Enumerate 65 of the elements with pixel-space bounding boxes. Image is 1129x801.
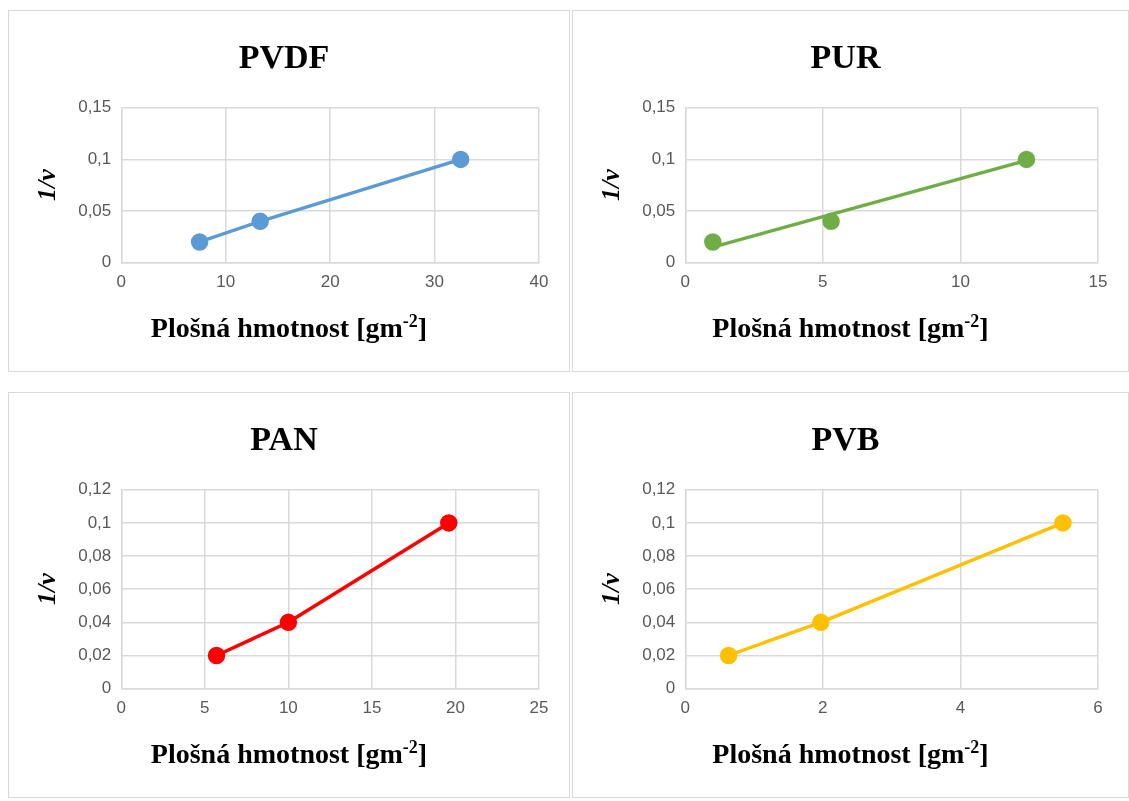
x-tick-label: 20 [320,272,340,292]
x-tick-label: 6 [1093,698,1103,718]
y-tick-label: 0,04 [642,612,676,632]
y-axis-title: 1/v [32,572,62,606]
y-tick-label: 0 [101,678,112,698]
x-tick-label: 30 [425,272,445,292]
y-tick-label: 0 [665,252,676,272]
y-tick-label: 0 [101,252,112,272]
y-tick-label: 0,15 [642,97,676,117]
x-tick-label: 0 [680,698,691,718]
point [822,212,840,231]
x-tick-label: 5 [818,272,828,292]
x-tick-label: 0 [116,698,127,718]
x-tick-label: 15 [1088,272,1108,292]
y-axis-title: 1/v [596,572,626,606]
chart-title: PUR [810,38,881,76]
x-tick-label: 10 [950,272,970,292]
y-tick-label: 0,1 [651,149,676,169]
point [1017,150,1036,169]
x-axis-title: Plošná hmotnost [gm$^{-2}$] [149,311,429,345]
x-axis-title: Plošná hmotnost [gm$^{-2}$] [149,737,429,771]
y-tick-label: 0,02 [78,645,112,665]
x-tick-label: 20 [446,698,465,718]
chart-title: PAN [250,420,319,458]
x-tick-label: 10 [278,698,298,718]
y-tick-label: 0,05 [642,200,676,220]
point [719,646,738,665]
chart-title: PVDF [238,38,330,76]
point [279,613,298,632]
y-tick-label: 0,1 [87,512,112,532]
x-tick-label: 0 [116,272,127,292]
chart-title: PVB [811,420,880,458]
y-tick-label: 0,15 [78,97,112,117]
x-tick-label: 25 [529,698,549,718]
point [1054,514,1072,532]
point [704,233,722,251]
y-tick-label: 0,06 [78,578,112,598]
y-tick-label: 0,12 [78,479,112,499]
x-tick-label: 10 [216,272,236,292]
x-tick-label: 4 [955,698,966,718]
x-tick-label: 15 [362,698,382,718]
x-axis-title: Plošná hmotnost [gm$^{-2}$] [711,737,990,771]
x-tick-label: 2 [818,698,828,718]
x-tick-label: 5 [200,698,210,718]
y-tick-label: 0,12 [642,479,676,499]
y-tick-label: 0,08 [78,545,112,565]
y-tick-label: 0,06 [642,578,676,598]
y-axis-title: 1/v [32,168,62,202]
y-tick-label: 0 [665,678,676,698]
y-tick-label: 0,04 [78,612,112,632]
y-axis-title: 1/v [596,168,626,202]
point [812,613,830,632]
y-tick-label: 0,08 [642,545,676,565]
x-tick-label: 40 [529,272,549,292]
y-tick-label: 0,1 [651,512,676,532]
point [251,212,269,231]
y-tick-label: 0,05 [78,200,112,220]
y-tick-label: 0,1 [87,149,112,169]
point [451,150,470,169]
y-tick-label: 0,02 [642,645,676,665]
point [440,514,458,532]
x-tick-label: 0 [680,272,691,292]
x-axis-title: Plošná hmotnost [gm$^{-2}$] [711,311,990,345]
point [190,233,209,251]
point [207,646,226,665]
